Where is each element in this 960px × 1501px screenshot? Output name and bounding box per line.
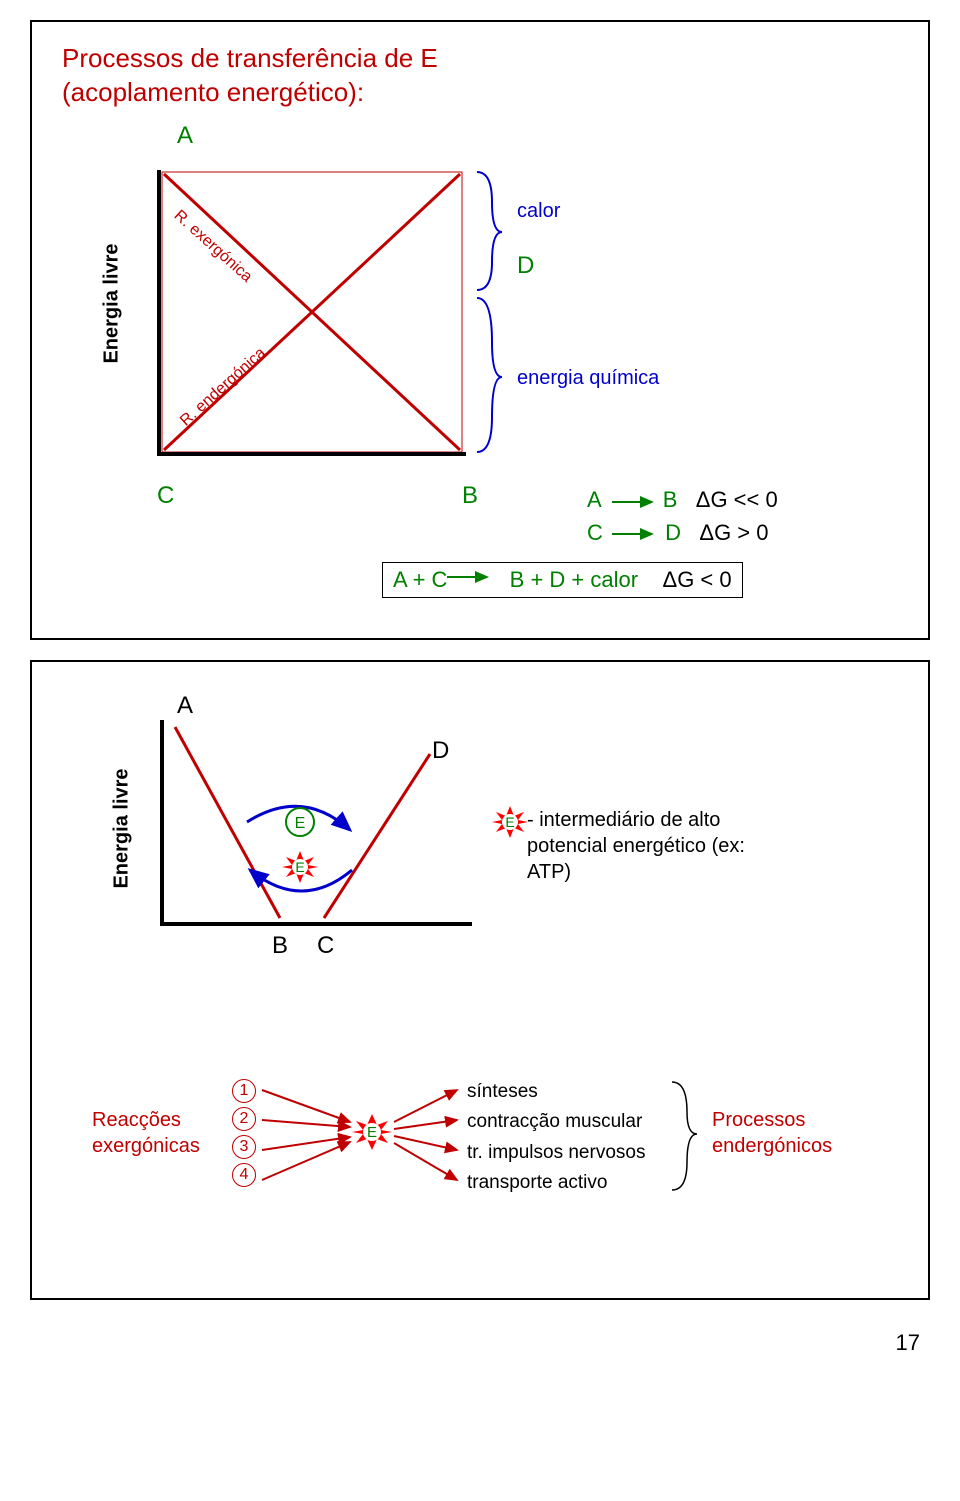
num-4: 4 bbox=[232, 1163, 256, 1187]
slide-2: Energia livre A E E bbox=[30, 660, 930, 1300]
outputs-column: sínteses contracção muscular tr. impulso… bbox=[467, 1077, 645, 1199]
out-3: tr. impulsos nervosos bbox=[467, 1138, 645, 1168]
label-C: C bbox=[157, 482, 174, 510]
slide1-svg bbox=[32, 22, 932, 642]
page-number: 17 bbox=[0, 1320, 960, 1376]
s2-label-C: C bbox=[317, 932, 334, 960]
out-1: sínteses bbox=[467, 1077, 645, 1107]
nums-column: 1 2 3 4 bbox=[232, 1077, 256, 1189]
num-3: 3 bbox=[232, 1135, 256, 1159]
svg-text:E: E bbox=[295, 859, 304, 875]
label-energia-quimica: energia química bbox=[517, 367, 659, 390]
num-2: 2 bbox=[232, 1107, 256, 1131]
slide2-svg: E E E E bbox=[32, 662, 932, 1302]
svg-text:E: E bbox=[505, 814, 514, 830]
num-1: 1 bbox=[232, 1079, 256, 1103]
svg-text:E: E bbox=[367, 1124, 377, 1141]
eq1: A B ΔG << 0 bbox=[587, 487, 778, 513]
eq2: C D ΔG > 0 bbox=[587, 520, 769, 546]
processos-enderg-label: Processos endergónicos bbox=[712, 1107, 862, 1159]
s2-label-B: B bbox=[272, 932, 288, 960]
label-D: D bbox=[517, 252, 534, 280]
label-B: B bbox=[462, 482, 478, 510]
label-calor: calor bbox=[517, 200, 560, 223]
s2-label-D: D bbox=[432, 737, 449, 765]
out-4: transporte activo bbox=[467, 1168, 645, 1198]
s2-legend-text: - intermediário de alto potencial energé… bbox=[527, 807, 787, 885]
reaccoes-exerg-label: Reacções exergónicas bbox=[92, 1107, 222, 1159]
svg-text:E: E bbox=[295, 815, 306, 832]
slide-1: Processos de transferência de E (acoplam… bbox=[30, 20, 930, 640]
eq3-box: A + C B + D + calor ΔG < 0 bbox=[382, 562, 743, 598]
out-2: contracção muscular bbox=[467, 1107, 645, 1137]
